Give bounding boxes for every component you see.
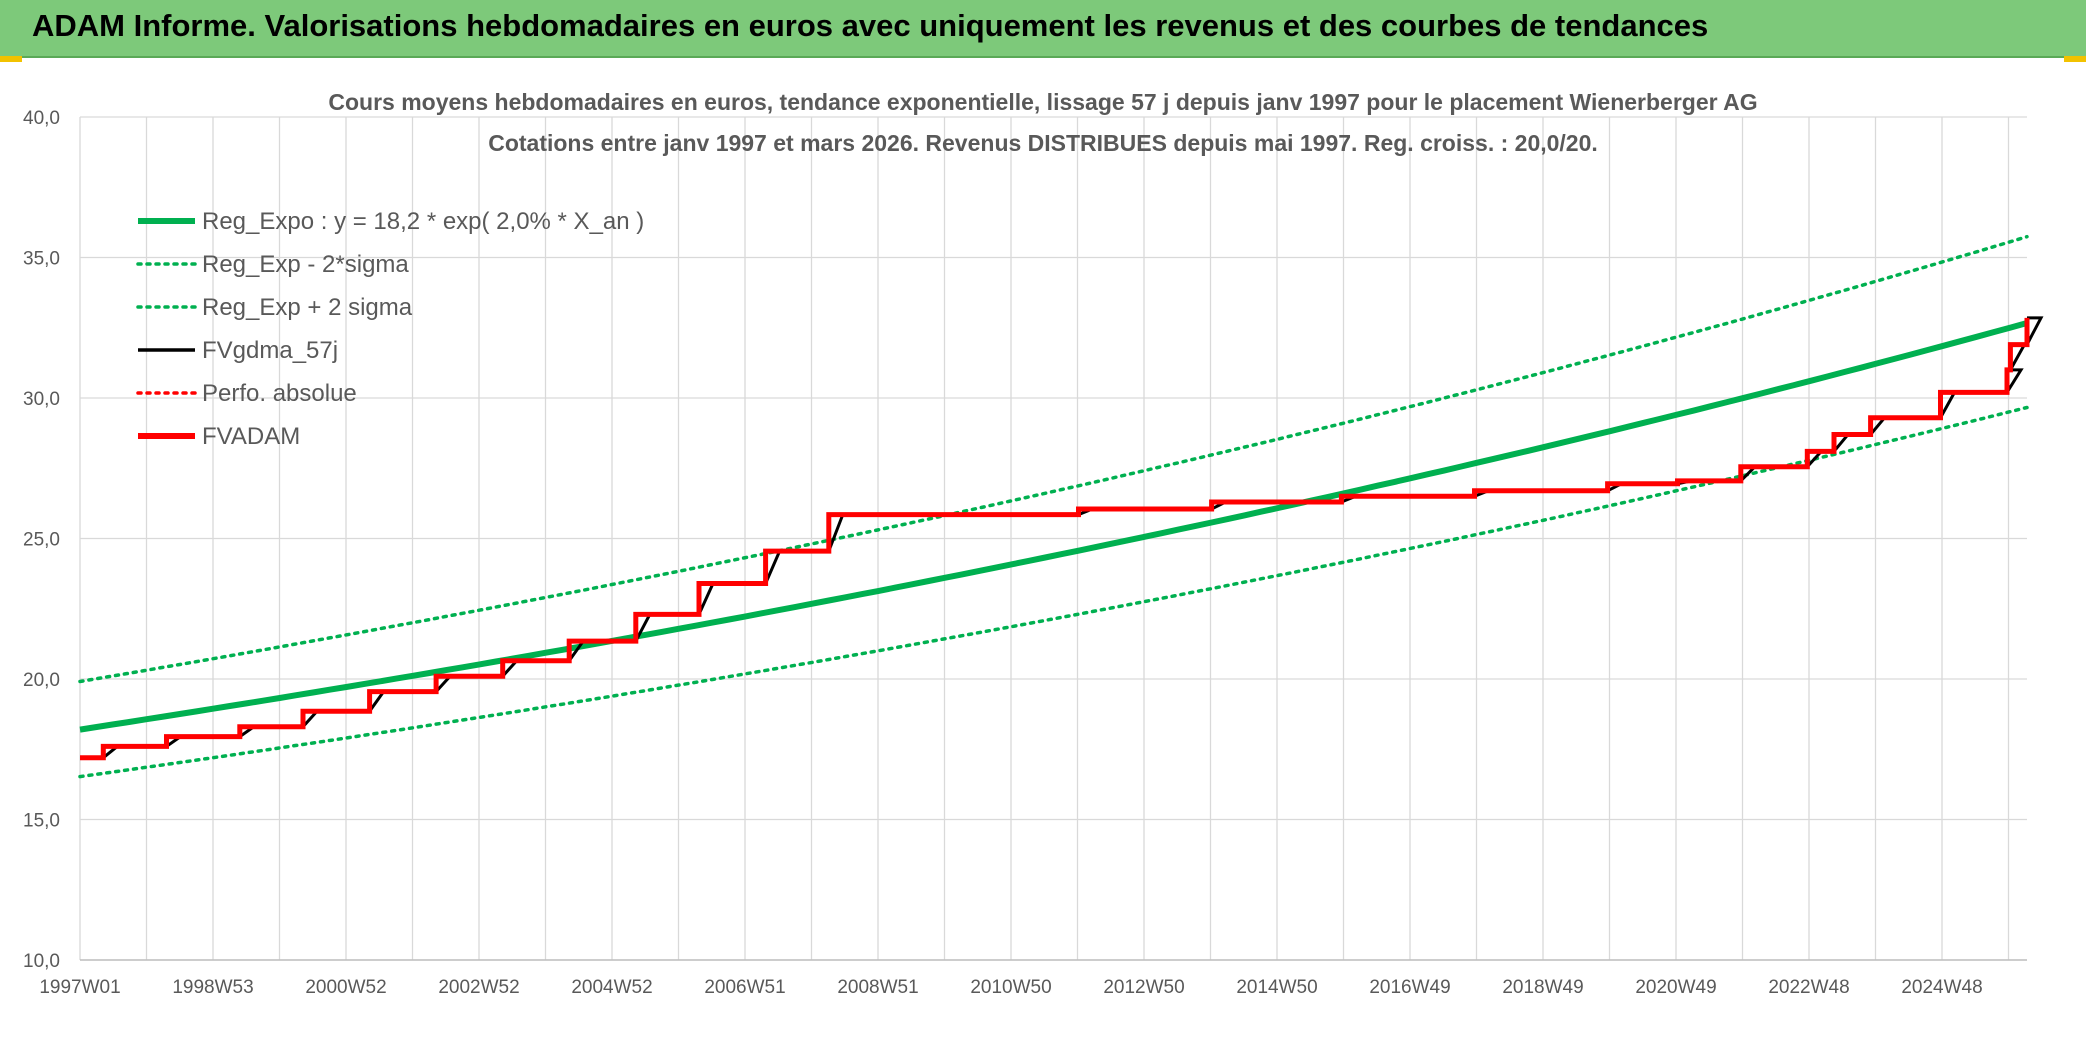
x-tick-label: 2004W52 (571, 977, 652, 998)
corner-mark (0, 56, 22, 62)
x-tick-label: 2000W52 (305, 977, 386, 998)
series-reg-exp-minus-2-sigma (78, 405, 2029, 779)
report-title: ADAM Informe. Valorisations hebdomadaire… (32, 8, 1709, 43)
legend-label: FVADAM (202, 423, 300, 450)
x-tick-label: 2016W49 (1369, 977, 1450, 998)
x-tick-label: 2002W52 (438, 977, 519, 998)
y-tick-label: 30,0 (23, 389, 60, 410)
x-tick-label: 2010W50 (970, 977, 1051, 998)
x-tick-label: 1998W53 (172, 977, 253, 998)
legend-label: Reg_Exp + 2 sigma (202, 294, 413, 321)
x-tick-label: 2024W48 (1901, 977, 1982, 998)
legend-label: Perfo. absolue (202, 380, 357, 407)
x-tick-label: 2014W50 (1236, 977, 1317, 998)
chart-title-line2: Cotations entre janv 1997 et mars 2026. … (488, 130, 1598, 156)
grid-layer (79, 116, 2027, 961)
x-tick-label: 2020W49 (1635, 977, 1716, 998)
series-reg-exp-plus-2-sigma (78, 234, 2029, 684)
series-reg-expo (79, 320, 2028, 733)
y-tick-label: 35,0 (23, 249, 60, 270)
y-tick-label: 10,0 (23, 951, 60, 972)
y-tick-label: 40,0 (23, 108, 60, 129)
x-tick-label: 2012W50 (1103, 977, 1184, 998)
series-layer (78, 234, 2044, 779)
corner-mark (2064, 56, 2086, 62)
y-tick-label: 15,0 (23, 811, 60, 832)
legend-label: FVgdma_57j (202, 337, 338, 364)
chart-title-line1: Cours moyens hebdomadaires en euros, ten… (328, 89, 1757, 115)
legend-label: Reg_Expo : y = 18,2 * exp( 2,0% * X_an ) (202, 208, 644, 235)
report-banner: ADAM Informe. Valorisations hebdomadaire… (0, 0, 2086, 58)
x-tick-label: 2018W49 (1502, 977, 1583, 998)
x-tick-label: 2022W48 (1768, 977, 1849, 998)
series-fvadam (80, 317, 2030, 761)
axis-layer: 10,0 15,0 20,0 25,0 30,0 35,0 40,0 1997W01 1998W… (23, 108, 2027, 998)
legend-layer: Reg_Expo : y = 18,2 * exp( 2,0% * X_an )… (136, 208, 644, 450)
x-tick-label: 2008W51 (837, 977, 918, 998)
y-tick-label: 25,0 (23, 530, 60, 551)
legend-label: Reg_Exp - 2*sigma (202, 251, 409, 278)
x-tick-label: 2006W51 (704, 977, 785, 998)
y-tick-label: 20,0 (23, 670, 60, 691)
x-tick-label: 1997W01 (39, 977, 120, 998)
